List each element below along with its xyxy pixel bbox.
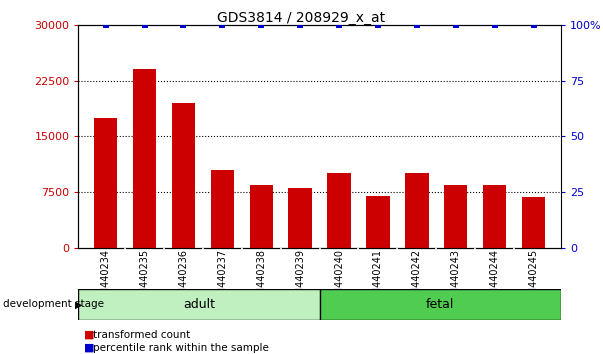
Text: GSM440240: GSM440240 (334, 249, 344, 308)
Point (373, 22, 383, 28)
Bar (210, 170, 234, 248)
Bar (522, 197, 545, 248)
Bar (133, 69, 156, 248)
Bar (250, 184, 273, 248)
Text: transformed count: transformed count (93, 330, 191, 339)
Bar (288, 188, 312, 248)
Text: fetal: fetal (426, 298, 455, 311)
Bar (327, 173, 351, 248)
Bar (483, 184, 507, 248)
Text: GSM440239: GSM440239 (295, 249, 305, 308)
Text: GSM440237: GSM440237 (217, 249, 227, 308)
Point (140, 22, 150, 28)
Text: GSM440234: GSM440234 (101, 249, 110, 308)
Bar (78, 289, 320, 320)
Text: GSM440242: GSM440242 (412, 249, 422, 308)
Point (412, 22, 421, 28)
Text: GSM440236: GSM440236 (178, 249, 188, 308)
Bar (172, 103, 195, 248)
Bar (94, 118, 118, 248)
Text: ▶: ▶ (75, 299, 83, 309)
Bar (320, 289, 561, 320)
Point (178, 22, 188, 28)
Text: percentile rank within the sample: percentile rank within the sample (93, 343, 270, 353)
Point (529, 22, 538, 28)
Text: ■: ■ (84, 330, 95, 339)
Point (218, 22, 227, 28)
Point (101, 22, 110, 28)
Point (490, 22, 499, 28)
Text: adult: adult (183, 298, 215, 311)
Bar (366, 196, 390, 248)
Bar (444, 184, 467, 248)
Text: GDS3814 / 208929_x_at: GDS3814 / 208929_x_at (218, 11, 385, 25)
Text: GSM440235: GSM440235 (139, 249, 150, 308)
Point (451, 22, 461, 28)
Text: GSM440243: GSM440243 (451, 249, 461, 308)
Text: GSM440238: GSM440238 (256, 249, 267, 308)
Text: GSM440241: GSM440241 (373, 249, 383, 308)
Text: ■: ■ (84, 343, 95, 353)
Bar (405, 173, 429, 248)
Point (256, 22, 266, 28)
Text: development stage: development stage (3, 299, 104, 309)
Text: GSM440244: GSM440244 (490, 249, 500, 308)
Point (334, 22, 344, 28)
Point (295, 22, 305, 28)
Text: GSM440245: GSM440245 (529, 249, 538, 308)
